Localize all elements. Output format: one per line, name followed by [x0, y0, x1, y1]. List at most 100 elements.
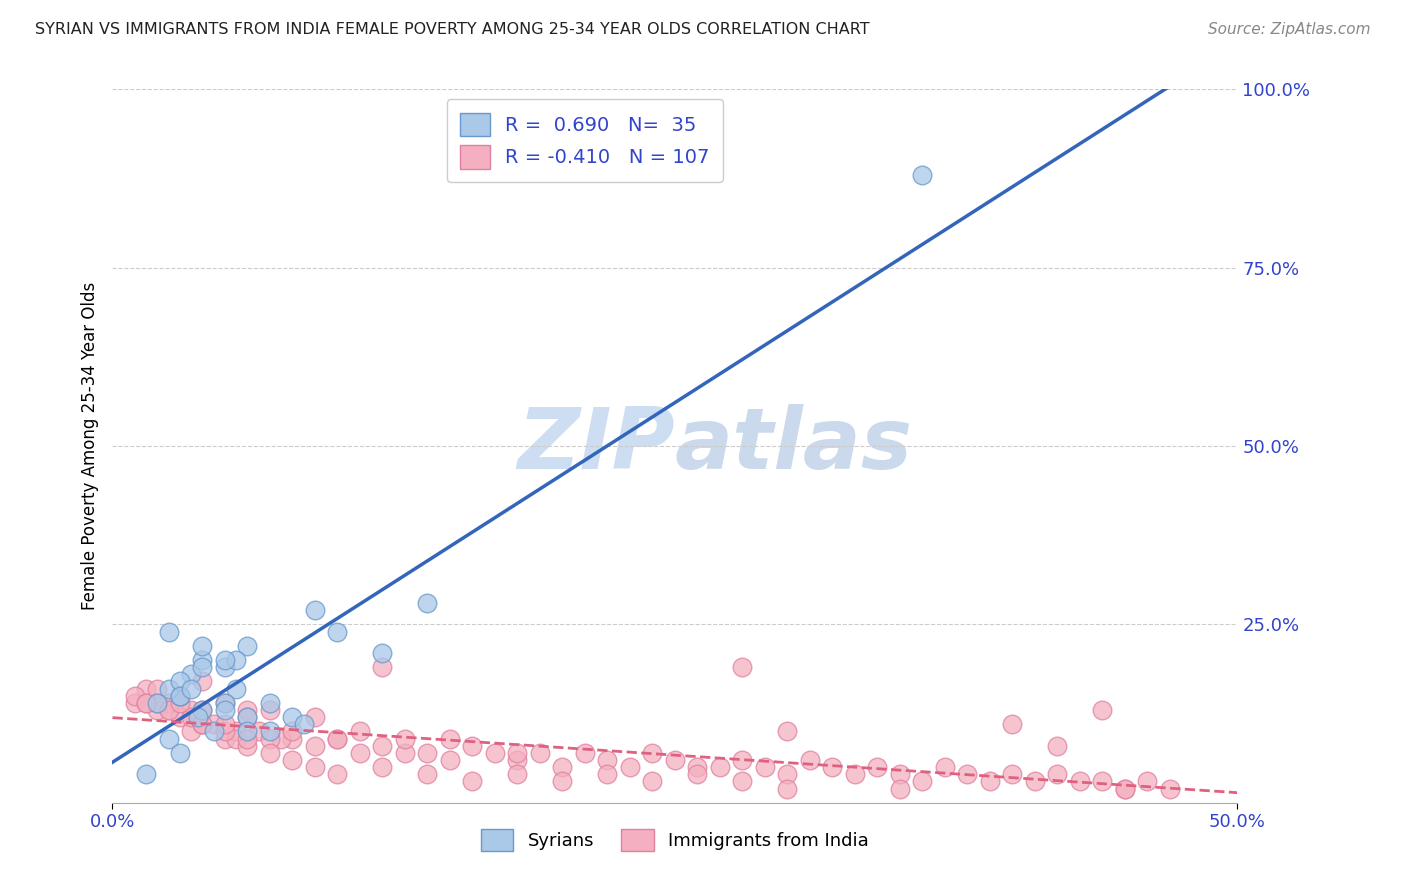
- Point: [416, 596, 439, 610]
- Point: [506, 746, 529, 760]
- Point: [844, 767, 866, 781]
- Point: [574, 746, 596, 760]
- Text: SYRIAN VS IMMIGRANTS FROM INDIA FEMALE POVERTY AMONG 25-34 YEAR OLDS CORRELATION: SYRIAN VS IMMIGRANTS FROM INDIA FEMALE P…: [35, 22, 870, 37]
- Point: [202, 717, 225, 731]
- Point: [1136, 774, 1159, 789]
- Point: [551, 774, 574, 789]
- Point: [641, 774, 664, 789]
- Point: [157, 681, 180, 696]
- Point: [686, 760, 709, 774]
- Y-axis label: Female Poverty Among 25-34 Year Olds: Female Poverty Among 25-34 Year Olds: [80, 282, 98, 610]
- Point: [664, 753, 686, 767]
- Point: [124, 689, 146, 703]
- Point: [326, 624, 349, 639]
- Point: [236, 703, 259, 717]
- Point: [214, 696, 236, 710]
- Point: [484, 746, 506, 760]
- Point: [191, 703, 214, 717]
- Point: [169, 689, 191, 703]
- Point: [214, 724, 236, 739]
- Point: [776, 781, 799, 796]
- Point: [236, 710, 259, 724]
- Point: [596, 767, 619, 781]
- Point: [157, 703, 180, 717]
- Point: [439, 753, 461, 767]
- Text: Source: ZipAtlas.com: Source: ZipAtlas.com: [1208, 22, 1371, 37]
- Point: [1046, 739, 1069, 753]
- Legend: Syrians, Immigrants from India: Syrians, Immigrants from India: [474, 822, 876, 858]
- Point: [304, 739, 326, 753]
- Point: [866, 760, 889, 774]
- Point: [776, 724, 799, 739]
- Point: [371, 760, 394, 774]
- Point: [889, 767, 911, 781]
- Point: [236, 639, 259, 653]
- Point: [169, 689, 191, 703]
- Point: [236, 724, 259, 739]
- Point: [157, 731, 180, 746]
- Point: [281, 731, 304, 746]
- Point: [180, 724, 202, 739]
- Point: [135, 696, 157, 710]
- Point: [304, 710, 326, 724]
- Point: [146, 681, 169, 696]
- Point: [529, 746, 551, 760]
- Point: [124, 696, 146, 710]
- Point: [180, 667, 202, 681]
- Point: [191, 653, 214, 667]
- Point: [236, 710, 259, 724]
- Point: [709, 760, 731, 774]
- Text: atlas: atlas: [675, 404, 912, 488]
- Point: [371, 739, 394, 753]
- Point: [371, 646, 394, 660]
- Point: [1159, 781, 1181, 796]
- Point: [214, 696, 236, 710]
- Point: [135, 696, 157, 710]
- Point: [416, 746, 439, 760]
- Point: [169, 689, 191, 703]
- Point: [349, 724, 371, 739]
- Point: [225, 724, 247, 739]
- Point: [214, 703, 236, 717]
- Point: [169, 746, 191, 760]
- Point: [461, 739, 484, 753]
- Point: [416, 767, 439, 781]
- Point: [551, 760, 574, 774]
- Point: [731, 660, 754, 674]
- Point: [304, 603, 326, 617]
- Point: [1091, 703, 1114, 717]
- Point: [1001, 767, 1024, 781]
- Point: [180, 681, 202, 696]
- Point: [799, 753, 821, 767]
- Point: [1024, 774, 1046, 789]
- Point: [911, 774, 934, 789]
- Point: [157, 703, 180, 717]
- Point: [731, 774, 754, 789]
- Point: [641, 746, 664, 760]
- Point: [169, 674, 191, 689]
- Point: [135, 681, 157, 696]
- Point: [821, 760, 844, 774]
- Point: [157, 696, 180, 710]
- Point: [281, 710, 304, 724]
- Point: [911, 168, 934, 182]
- Point: [191, 717, 214, 731]
- Point: [394, 746, 416, 760]
- Point: [146, 696, 169, 710]
- Point: [934, 760, 956, 774]
- Point: [1091, 774, 1114, 789]
- Point: [394, 731, 416, 746]
- Text: ZIP: ZIP: [517, 404, 675, 488]
- Point: [439, 731, 461, 746]
- Point: [180, 710, 202, 724]
- Point: [259, 731, 281, 746]
- Point: [326, 731, 349, 746]
- Point: [292, 717, 315, 731]
- Point: [191, 674, 214, 689]
- Point: [686, 767, 709, 781]
- Point: [979, 774, 1001, 789]
- Point: [506, 753, 529, 767]
- Point: [596, 753, 619, 767]
- Point: [169, 689, 191, 703]
- Point: [236, 731, 259, 746]
